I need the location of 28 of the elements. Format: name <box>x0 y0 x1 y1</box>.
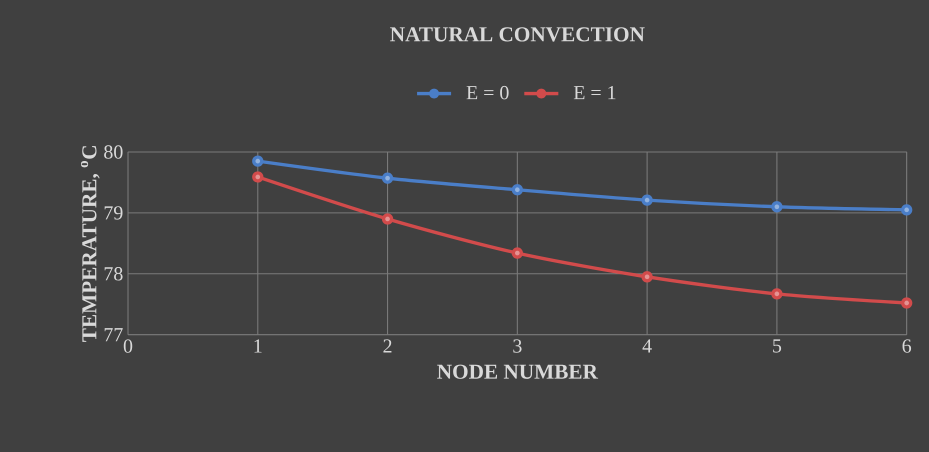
y-tick-label: 77 <box>104 328 123 342</box>
y-tick-label: 80 <box>104 145 123 159</box>
point <box>252 171 264 183</box>
legend-label: E = 1 <box>574 86 616 100</box>
point <box>382 172 394 184</box>
x-tick-label: 4 <box>642 339 652 352</box>
point <box>252 155 264 167</box>
y-tick-label: 79 <box>104 206 122 220</box>
chart-title: NATURAL CONVECTION <box>390 27 645 42</box>
point <box>512 184 523 196</box>
legend-label: E = 0 <box>466 86 509 100</box>
y-axis-title: TEMPERATURE, $^{o}$C <box>80 146 100 342</box>
x-axis-title: NODE NUMBER <box>437 364 598 379</box>
y-tick-label: 78 <box>104 267 123 280</box>
point <box>901 204 912 216</box>
point <box>771 201 783 212</box>
x-tick-label: 5 <box>773 339 782 353</box>
point <box>512 247 523 259</box>
x-tick-label: 1 <box>254 339 262 353</box>
x-tick-label: 6 <box>902 339 912 353</box>
point <box>382 213 394 225</box>
point <box>771 288 783 300</box>
x-tick-label: 3 <box>513 339 522 353</box>
point <box>641 271 653 282</box>
point <box>901 297 912 309</box>
point <box>641 194 653 206</box>
x-tick-label: 2 <box>383 339 392 353</box>
x-tick-label: 0 <box>124 339 132 353</box>
